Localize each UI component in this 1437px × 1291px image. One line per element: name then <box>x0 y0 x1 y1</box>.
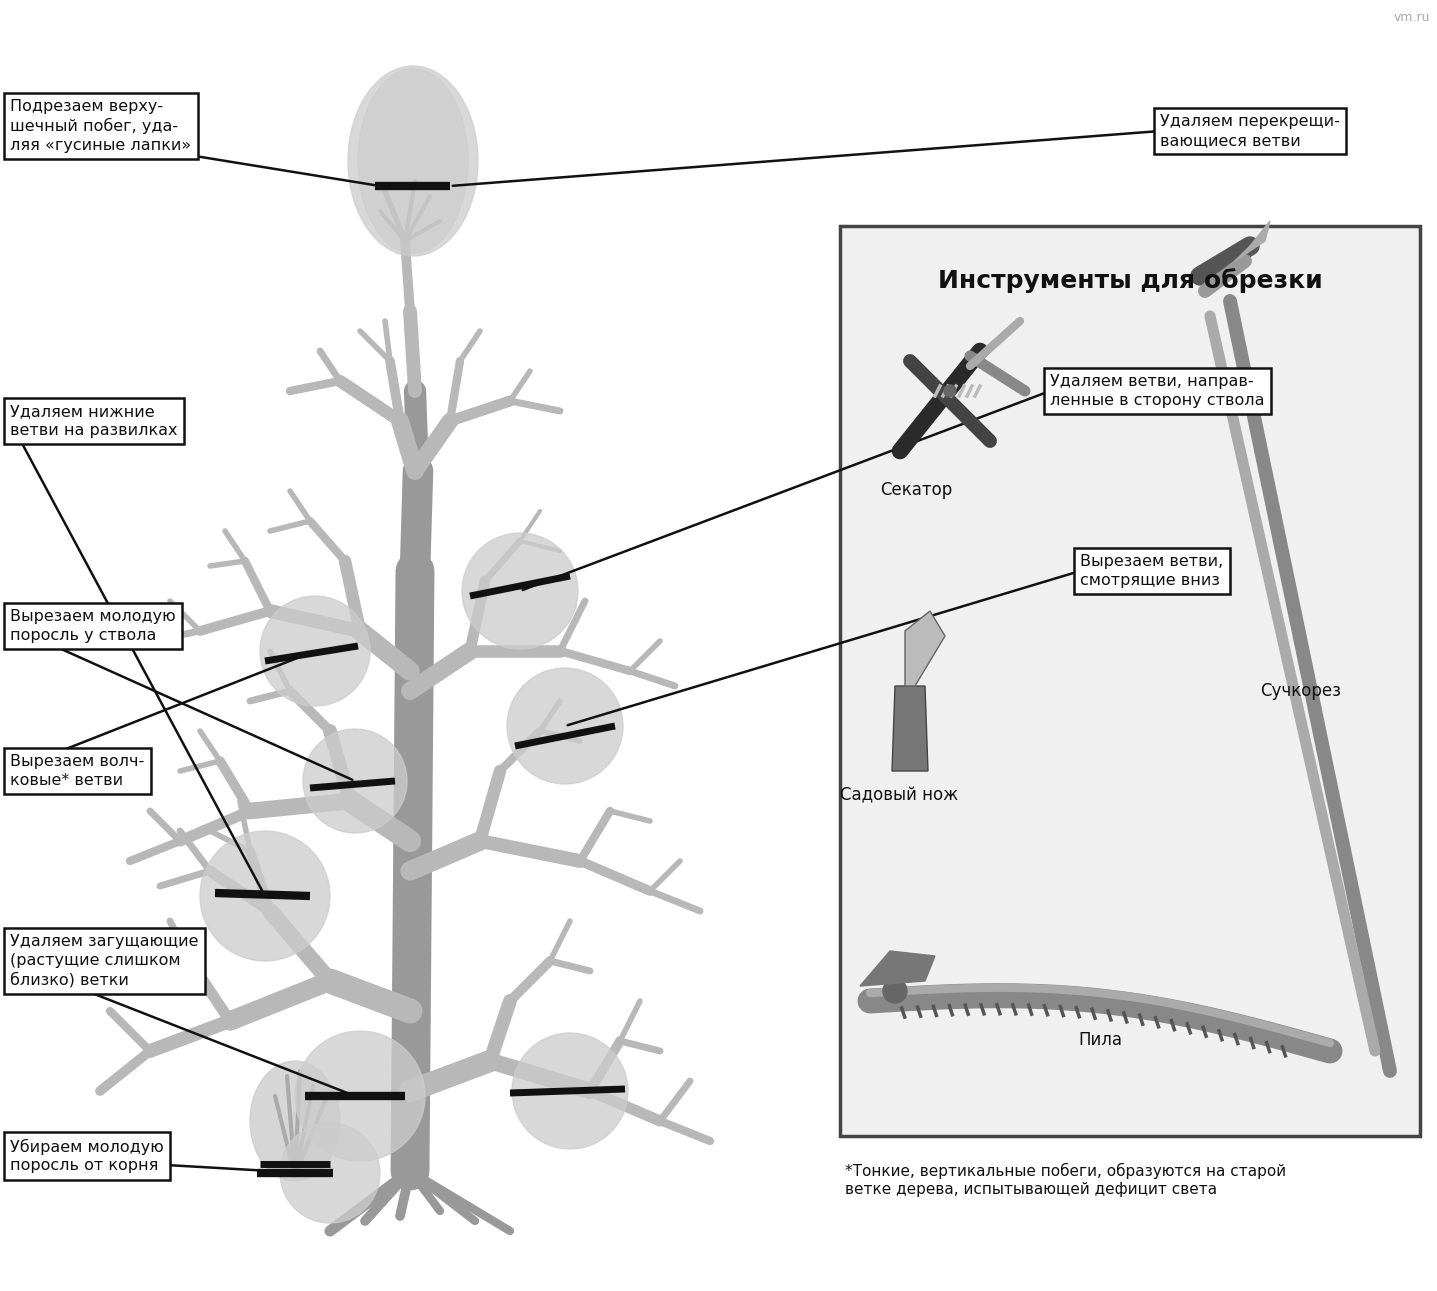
Text: Подрезаем верху-
шечный побег, уда-
ляя «гусиные лапки»: Подрезаем верху- шечный побег, уда- ляя … <box>10 99 191 152</box>
Ellipse shape <box>200 831 331 961</box>
Text: Пила: Пила <box>1078 1032 1122 1050</box>
Text: Секатор: Секатор <box>879 482 953 500</box>
Text: Удаляем ветви, направ-
ленные в сторону ствола: Удаляем ветви, направ- ленные в сторону … <box>1050 374 1265 408</box>
Ellipse shape <box>303 729 407 833</box>
Text: vm.ru: vm.ru <box>1394 12 1430 25</box>
Text: Удаляем загущающие
(растущие слишком
близко) ветки: Удаляем загущающие (растущие слишком бли… <box>10 935 198 988</box>
Ellipse shape <box>260 596 369 706</box>
FancyBboxPatch shape <box>841 226 1420 1136</box>
Text: Убираем молодую
поросль от корня: Убираем молодую поросль от корня <box>10 1139 164 1174</box>
Ellipse shape <box>358 68 468 253</box>
Ellipse shape <box>348 66 479 256</box>
Ellipse shape <box>250 1061 341 1181</box>
Polygon shape <box>859 951 935 986</box>
Ellipse shape <box>463 533 578 649</box>
Polygon shape <box>905 611 946 686</box>
Text: Удаляем перекрещи-
вающиеся ветви: Удаляем перекрещи- вающиеся ветви <box>1160 114 1339 147</box>
Text: Инструменты для обрезки: Инструменты для обрезки <box>937 269 1322 293</box>
Text: Вырезаем молодую
поросль у ствола: Вырезаем молодую поросль у ствола <box>10 609 175 643</box>
Polygon shape <box>1234 221 1270 261</box>
Text: Вырезаем ветви,
смотрящие вниз: Вырезаем ветви, смотрящие вниз <box>1081 554 1223 587</box>
Ellipse shape <box>512 1033 628 1149</box>
Polygon shape <box>892 686 928 771</box>
Circle shape <box>882 979 907 1003</box>
Text: Вырезаем волч-
ковые* ветви: Вырезаем волч- ковые* ветви <box>10 754 144 788</box>
Circle shape <box>944 385 956 398</box>
Ellipse shape <box>507 667 624 784</box>
Ellipse shape <box>295 1032 425 1161</box>
Text: *Тонкие, вертикальные побеги, образуются на старой
ветке дерева, испытывающей де: *Тонкие, вертикальные побеги, образуются… <box>845 1163 1286 1197</box>
Ellipse shape <box>280 1123 379 1223</box>
Text: Сучкорез: Сучкорез <box>1260 682 1341 700</box>
Text: Удаляем нижние
ветви на развилках: Удаляем нижние ветви на развилках <box>10 404 178 438</box>
Text: Садовый нож: Садовый нож <box>841 786 958 804</box>
